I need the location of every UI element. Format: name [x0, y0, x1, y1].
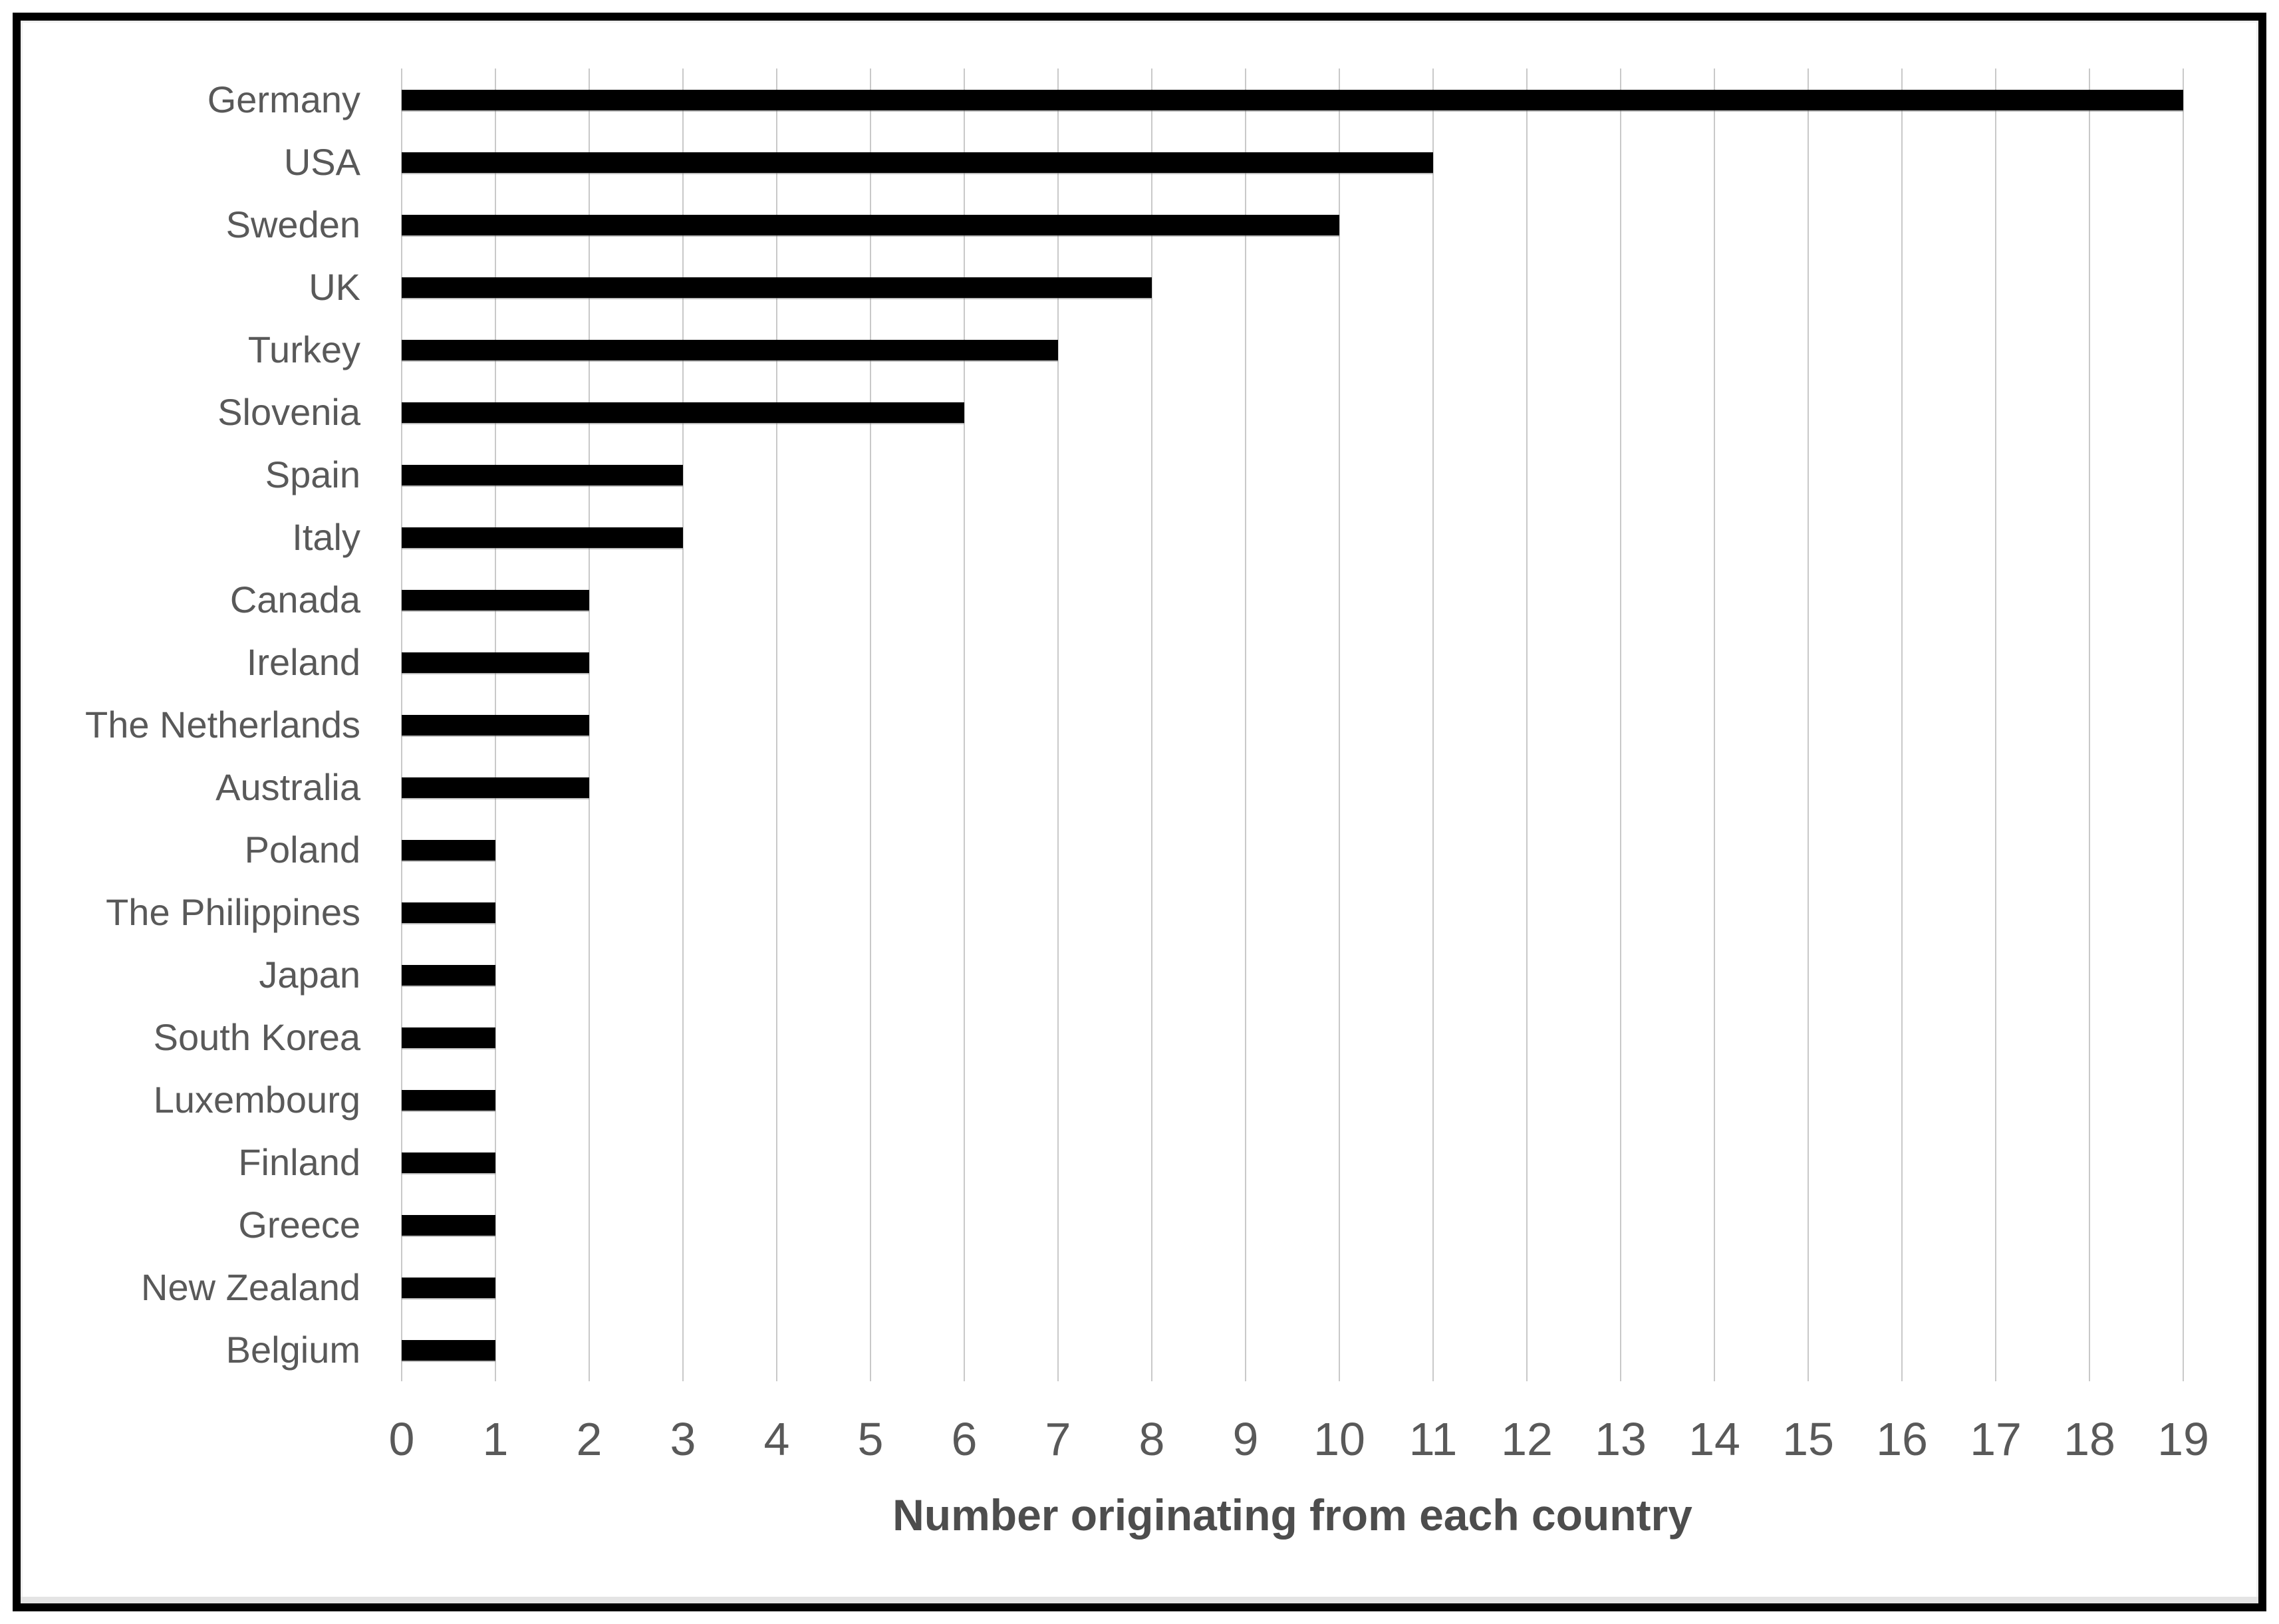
bar-4: [402, 339, 1058, 360]
bar-6: [402, 464, 683, 485]
bar-0: [402, 89, 2183, 110]
bar-2: [402, 214, 1339, 235]
x-tick-label-16: 16: [1876, 1413, 1928, 1465]
category-label-20: Belgium: [225, 1329, 360, 1371]
gridline-17: [1995, 68, 1996, 1381]
gridline-8: [1151, 68, 1152, 1381]
gridline-10: [1339, 68, 1340, 1381]
category-label-14: Japan: [259, 954, 360, 996]
x-tick-label-5: 5: [857, 1413, 884, 1465]
x-tick-label-7: 7: [1045, 1413, 1071, 1465]
x-tick-label-4: 4: [763, 1413, 790, 1465]
category-label-9: Ireland: [246, 641, 360, 683]
x-tick-label-12: 12: [1501, 1413, 1553, 1465]
x-tick-label-18: 18: [2064, 1413, 2115, 1465]
x-tick-label-15: 15: [1782, 1413, 1834, 1465]
category-label-16: Luxembourg: [153, 1079, 360, 1121]
category-label-10: The Netherlands: [84, 704, 360, 745]
gridline-14: [1714, 68, 1715, 1381]
gridline-18: [2089, 68, 2090, 1381]
bar-13: [402, 902, 495, 923]
category-label-7: Italy: [292, 516, 360, 558]
bar-19: [402, 1277, 495, 1298]
bar-7: [402, 527, 683, 548]
bar-12: [402, 839, 495, 861]
category-label-12: Poland: [244, 829, 360, 871]
bar-9: [402, 652, 589, 673]
bar-14: [402, 964, 495, 986]
x-tick-label-3: 3: [670, 1413, 696, 1465]
gridline-2: [589, 68, 590, 1381]
category-label-11: Australia: [215, 766, 360, 808]
x-tick-label-9: 9: [1232, 1413, 1259, 1465]
gridline-12: [1526, 68, 1528, 1381]
category-label-6: Spain: [265, 454, 360, 495]
x-tick-label-17: 17: [1970, 1413, 2022, 1465]
gridline-11: [1432, 68, 1434, 1381]
bar-20: [402, 1339, 495, 1361]
x-tick-label-13: 13: [1595, 1413, 1647, 1465]
bar-1: [402, 152, 1433, 173]
gridline-7: [1057, 68, 1059, 1381]
gridline-3: [682, 68, 684, 1381]
category-label-17: Finland: [238, 1141, 360, 1183]
category-label-0: Germany: [207, 78, 360, 120]
x-tick-label-19: 19: [2157, 1413, 2209, 1465]
category-label-1: USA: [283, 141, 360, 183]
x-tick-label-10: 10: [1313, 1413, 1365, 1465]
category-label-13: The Philippines: [106, 891, 360, 933]
gridline-5: [870, 68, 871, 1381]
gridline-19: [2183, 68, 2184, 1381]
x-tick-label-6: 6: [951, 1413, 978, 1465]
category-label-3: UK: [309, 266, 360, 308]
category-label-4: Turkey: [247, 329, 360, 370]
bar-11: [402, 777, 589, 798]
x-tick-label-11: 11: [1408, 1413, 1458, 1465]
gridline-6: [964, 68, 965, 1381]
gridline-16: [1901, 68, 1903, 1381]
gridline-9: [1245, 68, 1246, 1381]
category-label-19: New Zealand: [141, 1266, 360, 1308]
x-tick-label-0: 0: [388, 1413, 415, 1465]
x-tick-label-14: 14: [1688, 1413, 1740, 1465]
x-tick-label-8: 8: [1139, 1413, 1165, 1465]
category-label-15: South Korea: [153, 1016, 360, 1058]
category-label-2: Sweden: [225, 203, 360, 245]
bar-3: [402, 277, 1152, 298]
bar-10: [402, 714, 589, 736]
category-label-8: Canada: [229, 579, 360, 620]
gridline-15: [1808, 68, 1809, 1381]
bar-18: [402, 1214, 495, 1236]
x-tick-label-1: 1: [482, 1413, 509, 1465]
gridline-4: [776, 68, 777, 1381]
gridline-13: [1620, 68, 1621, 1381]
bar-16: [402, 1089, 495, 1111]
category-label-5: Slovenia: [217, 391, 360, 433]
bar-15: [402, 1027, 495, 1048]
x-tick-label-2: 2: [576, 1413, 603, 1465]
category-label-18: Greece: [238, 1204, 360, 1246]
bar-5: [402, 402, 964, 423]
bar-8: [402, 589, 589, 610]
x-axis-title: Number originating from each country: [892, 1490, 1692, 1540]
bar-17: [402, 1152, 495, 1173]
